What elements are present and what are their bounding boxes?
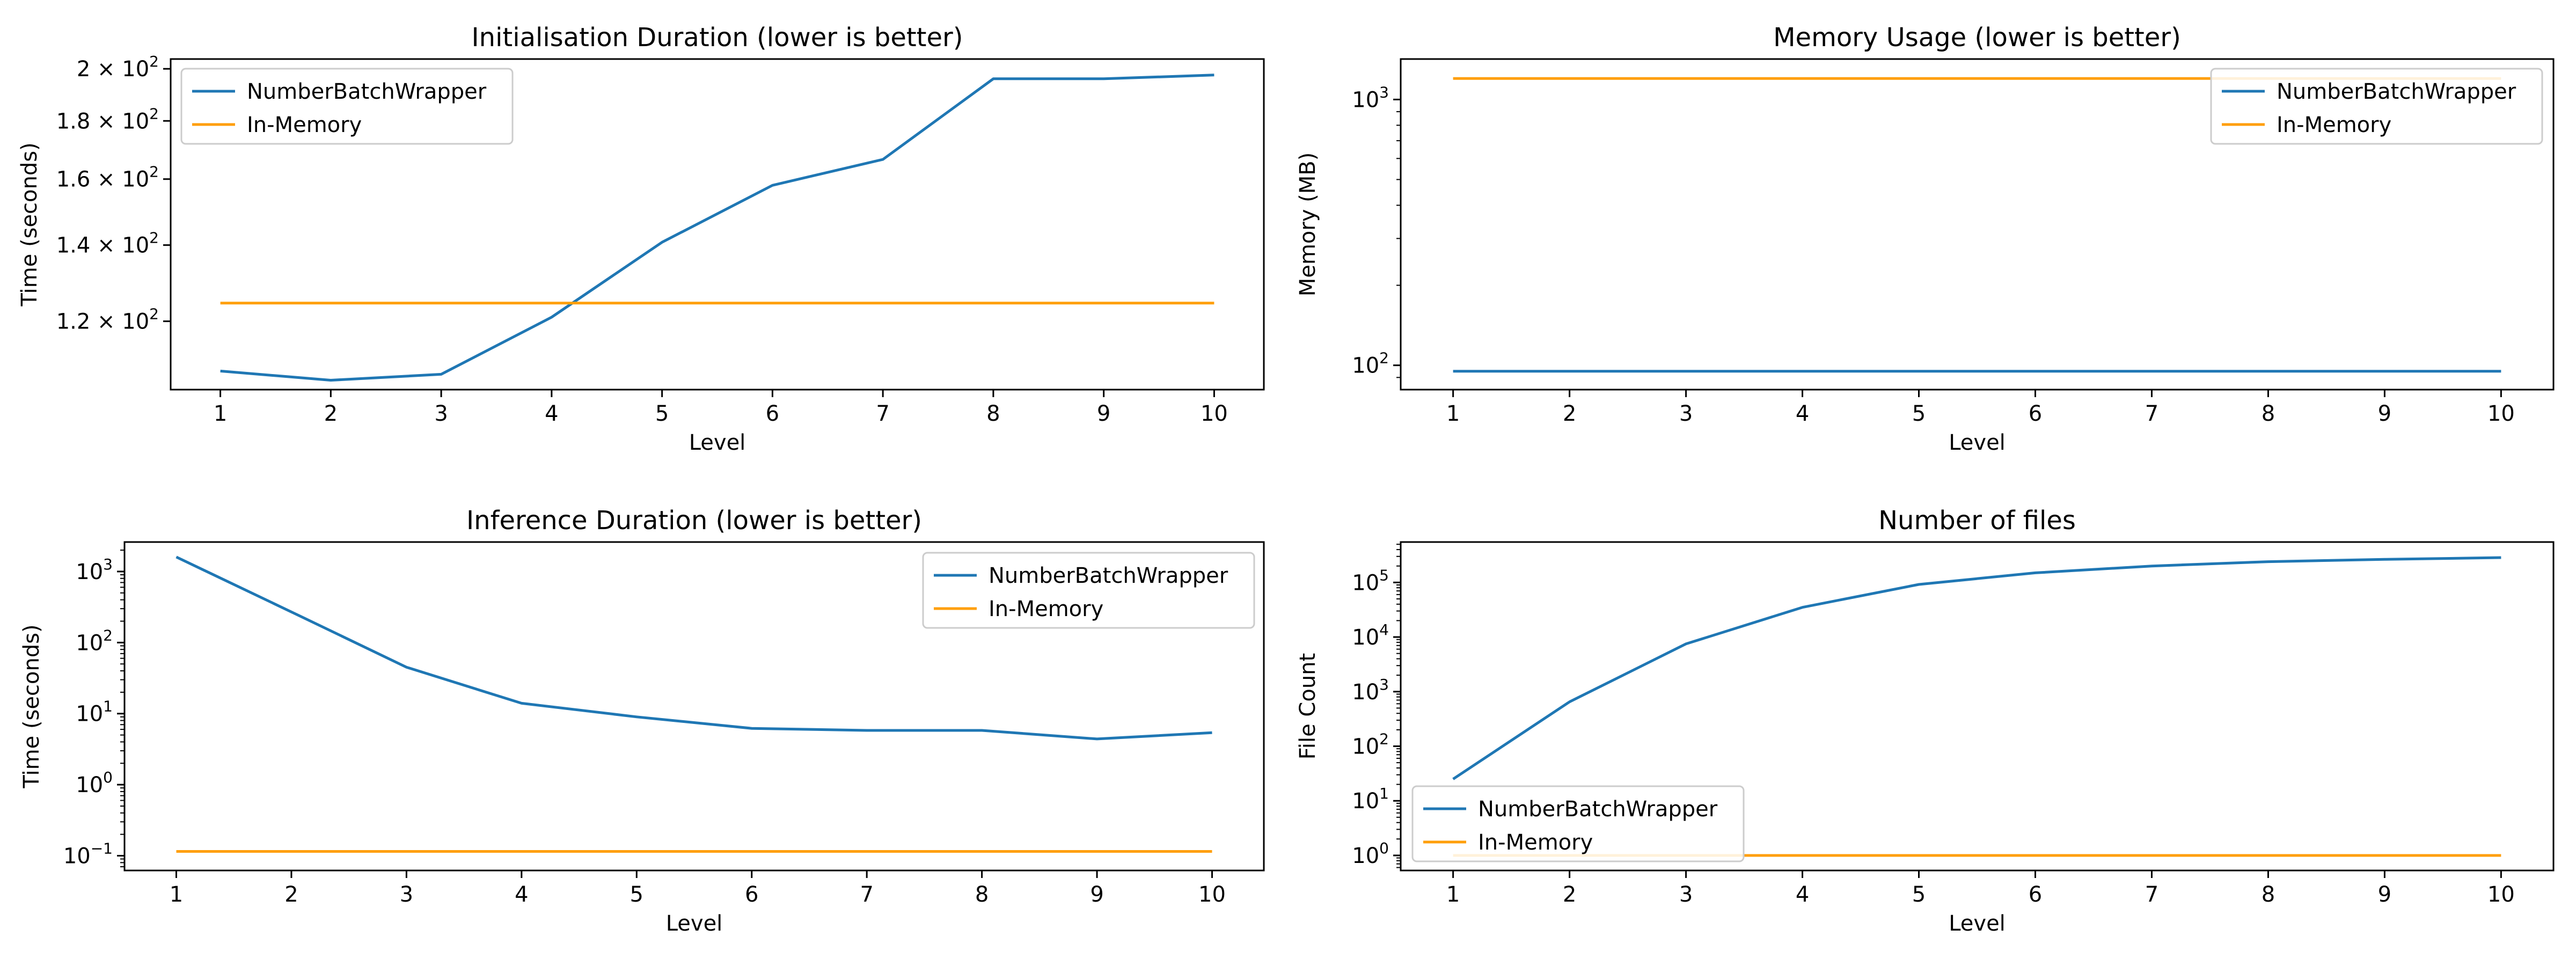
legend: NumberBatchWrapper In-Memory (1411, 785, 1745, 862)
y-tick-label: 2 × 102 (77, 53, 159, 82)
x-tick-label: 6 (745, 882, 758, 907)
axes-frame (1400, 541, 2555, 872)
chart-panel: 1 2 3 4 5 6 7 8 9 10 1.2 × 102 1.4 × 102 1.6 × 102 1.… (17, 23, 1265, 455)
legend-label: NumberBatchWrapper (1478, 797, 1718, 822)
axes-frame (123, 541, 1265, 872)
legend: NumberBatchWrapper In-Memory (922, 552, 1255, 629)
y-tick-label: 103 (76, 555, 113, 584)
x-tick-label: 4 (515, 882, 528, 907)
legend-label: NumberBatchWrapper (989, 564, 1228, 588)
legend-label: In-Memory (247, 113, 362, 137)
x-tick-label: 10 (1201, 401, 1228, 426)
chart-title: Inference Duration (lower is better) (466, 506, 922, 536)
y-tick-label: 102 (76, 626, 113, 655)
chart-title: Initialisation Duration (lower is better… (472, 23, 963, 53)
x-axis-label: Level (666, 911, 723, 936)
x-tick-label: 10 (1198, 882, 1226, 907)
x-tick-label: 2 (324, 401, 338, 426)
x-axis-label: Level (1949, 430, 2006, 455)
x-tick-label: 1 (214, 401, 227, 426)
x-tick-label: 2 (284, 882, 298, 907)
x-tick-label: 3 (434, 401, 448, 426)
x-axis-label: Level (1949, 911, 2006, 936)
x-tick-label: 8 (2262, 401, 2275, 426)
x-tick-label: 10 (2487, 882, 2515, 907)
chart-panel: 1 2 3 4 5 6 7 8 9 10 10−1 100 101 102 103 Inference Dur… (19, 506, 1265, 936)
x-tick-label: 9 (1097, 401, 1110, 426)
legend-box (2210, 68, 2543, 145)
x-tick-label: 9 (2378, 401, 2391, 426)
x-tick-label: 5 (1912, 401, 1926, 426)
y-tick-label: 104 (1352, 621, 1389, 650)
y-tick-label: 105 (1352, 566, 1389, 595)
y-axis-label: Time (seconds) (19, 624, 44, 788)
x-tick-label: 7 (2145, 401, 2158, 426)
x-tick-label: 8 (975, 882, 989, 907)
x-tick-label: 9 (1090, 882, 1103, 907)
x-tick-label: 6 (766, 401, 779, 426)
x-tick-label: 4 (1796, 401, 1809, 426)
y-axis-label: Time (seconds) (17, 142, 42, 306)
y-tick-label: 103 (1352, 83, 1389, 112)
y-tick-label: 101 (1352, 785, 1389, 814)
x-tick-label: 4 (1796, 882, 1809, 907)
x-tick-label: 6 (2029, 401, 2042, 426)
x-tick-label: 1 (1446, 882, 1460, 907)
y-tick-label: 1.2 × 102 (56, 305, 159, 334)
legend-box (922, 552, 1255, 629)
x-tick-label: 5 (630, 882, 643, 907)
legend-label: In-Memory (2277, 113, 2391, 137)
x-tick-label: 9 (2378, 882, 2391, 907)
x-tick-label: 8 (2262, 882, 2275, 907)
x-tick-label: 1 (1446, 401, 1460, 426)
y-tick-label: 1.6 × 102 (56, 163, 159, 192)
x-tick-label: 3 (1679, 882, 1693, 907)
y-tick-label: 102 (1352, 730, 1389, 759)
legend-label: In-Memory (989, 597, 1103, 621)
y-axis-label: Memory (MB) (1296, 152, 1320, 297)
chart-panel: 1 2 3 4 5 6 7 8 9 10 100 101 102 103 104 105 Number of f… (1296, 506, 2555, 936)
legend-label: In-Memory (1478, 830, 1593, 855)
y-axis-label: File Count (1296, 653, 1320, 759)
y-tick-label: 1.8 × 102 (56, 105, 159, 134)
legend-label: NumberBatchWrapper (247, 79, 487, 104)
y-tick-label: 1.4 × 102 (56, 229, 159, 258)
series-line-numberbatchwrapper (220, 74, 1214, 382)
x-tick-label: 4 (545, 401, 558, 426)
x-tick-label: 7 (2145, 882, 2158, 907)
chart-panel: 1 2 3 4 5 6 7 8 9 10 102 103 Memory Usage (lower is … (1296, 23, 2555, 455)
series-line-numberbatchwrapper (1452, 556, 2501, 780)
x-tick-label: 5 (655, 401, 669, 426)
legend: NumberBatchWrapper In-Memory (180, 68, 514, 145)
x-tick-label: 7 (876, 401, 889, 426)
x-tick-label: 7 (860, 882, 873, 907)
x-tick-label: 6 (2029, 882, 2042, 907)
x-tick-label: 2 (1563, 401, 1576, 426)
x-tick-label: 1 (170, 882, 183, 907)
chart-title: Number of files (1878, 506, 2076, 536)
chart-title: Memory Usage (lower is better) (1773, 23, 2181, 53)
axes-frame (1400, 58, 2555, 391)
legend-box (180, 68, 514, 145)
x-tick-label: 5 (1912, 882, 1926, 907)
x-tick-label: 10 (2487, 401, 2515, 426)
legend: NumberBatchWrapper In-Memory (2210, 68, 2543, 145)
axes-frame (170, 58, 1265, 391)
x-axis-label: Level (689, 430, 746, 455)
y-tick-label: 100 (1352, 839, 1389, 868)
y-tick-label: 101 (76, 698, 113, 727)
x-tick-label: 3 (400, 882, 413, 907)
x-tick-label: 2 (1563, 882, 1576, 907)
y-tick-label: 103 (1352, 676, 1389, 705)
x-tick-label: 3 (1679, 401, 1693, 426)
series-line-numberbatchwrapper (175, 555, 1212, 741)
y-tick-label: 102 (1352, 349, 1389, 378)
y-tick-label: 100 (76, 769, 113, 797)
legend-label: NumberBatchWrapper (2277, 79, 2516, 104)
y-tick-label: 10−1 (63, 840, 113, 869)
x-tick-label: 8 (986, 401, 1000, 426)
legend-box (1411, 785, 1745, 862)
